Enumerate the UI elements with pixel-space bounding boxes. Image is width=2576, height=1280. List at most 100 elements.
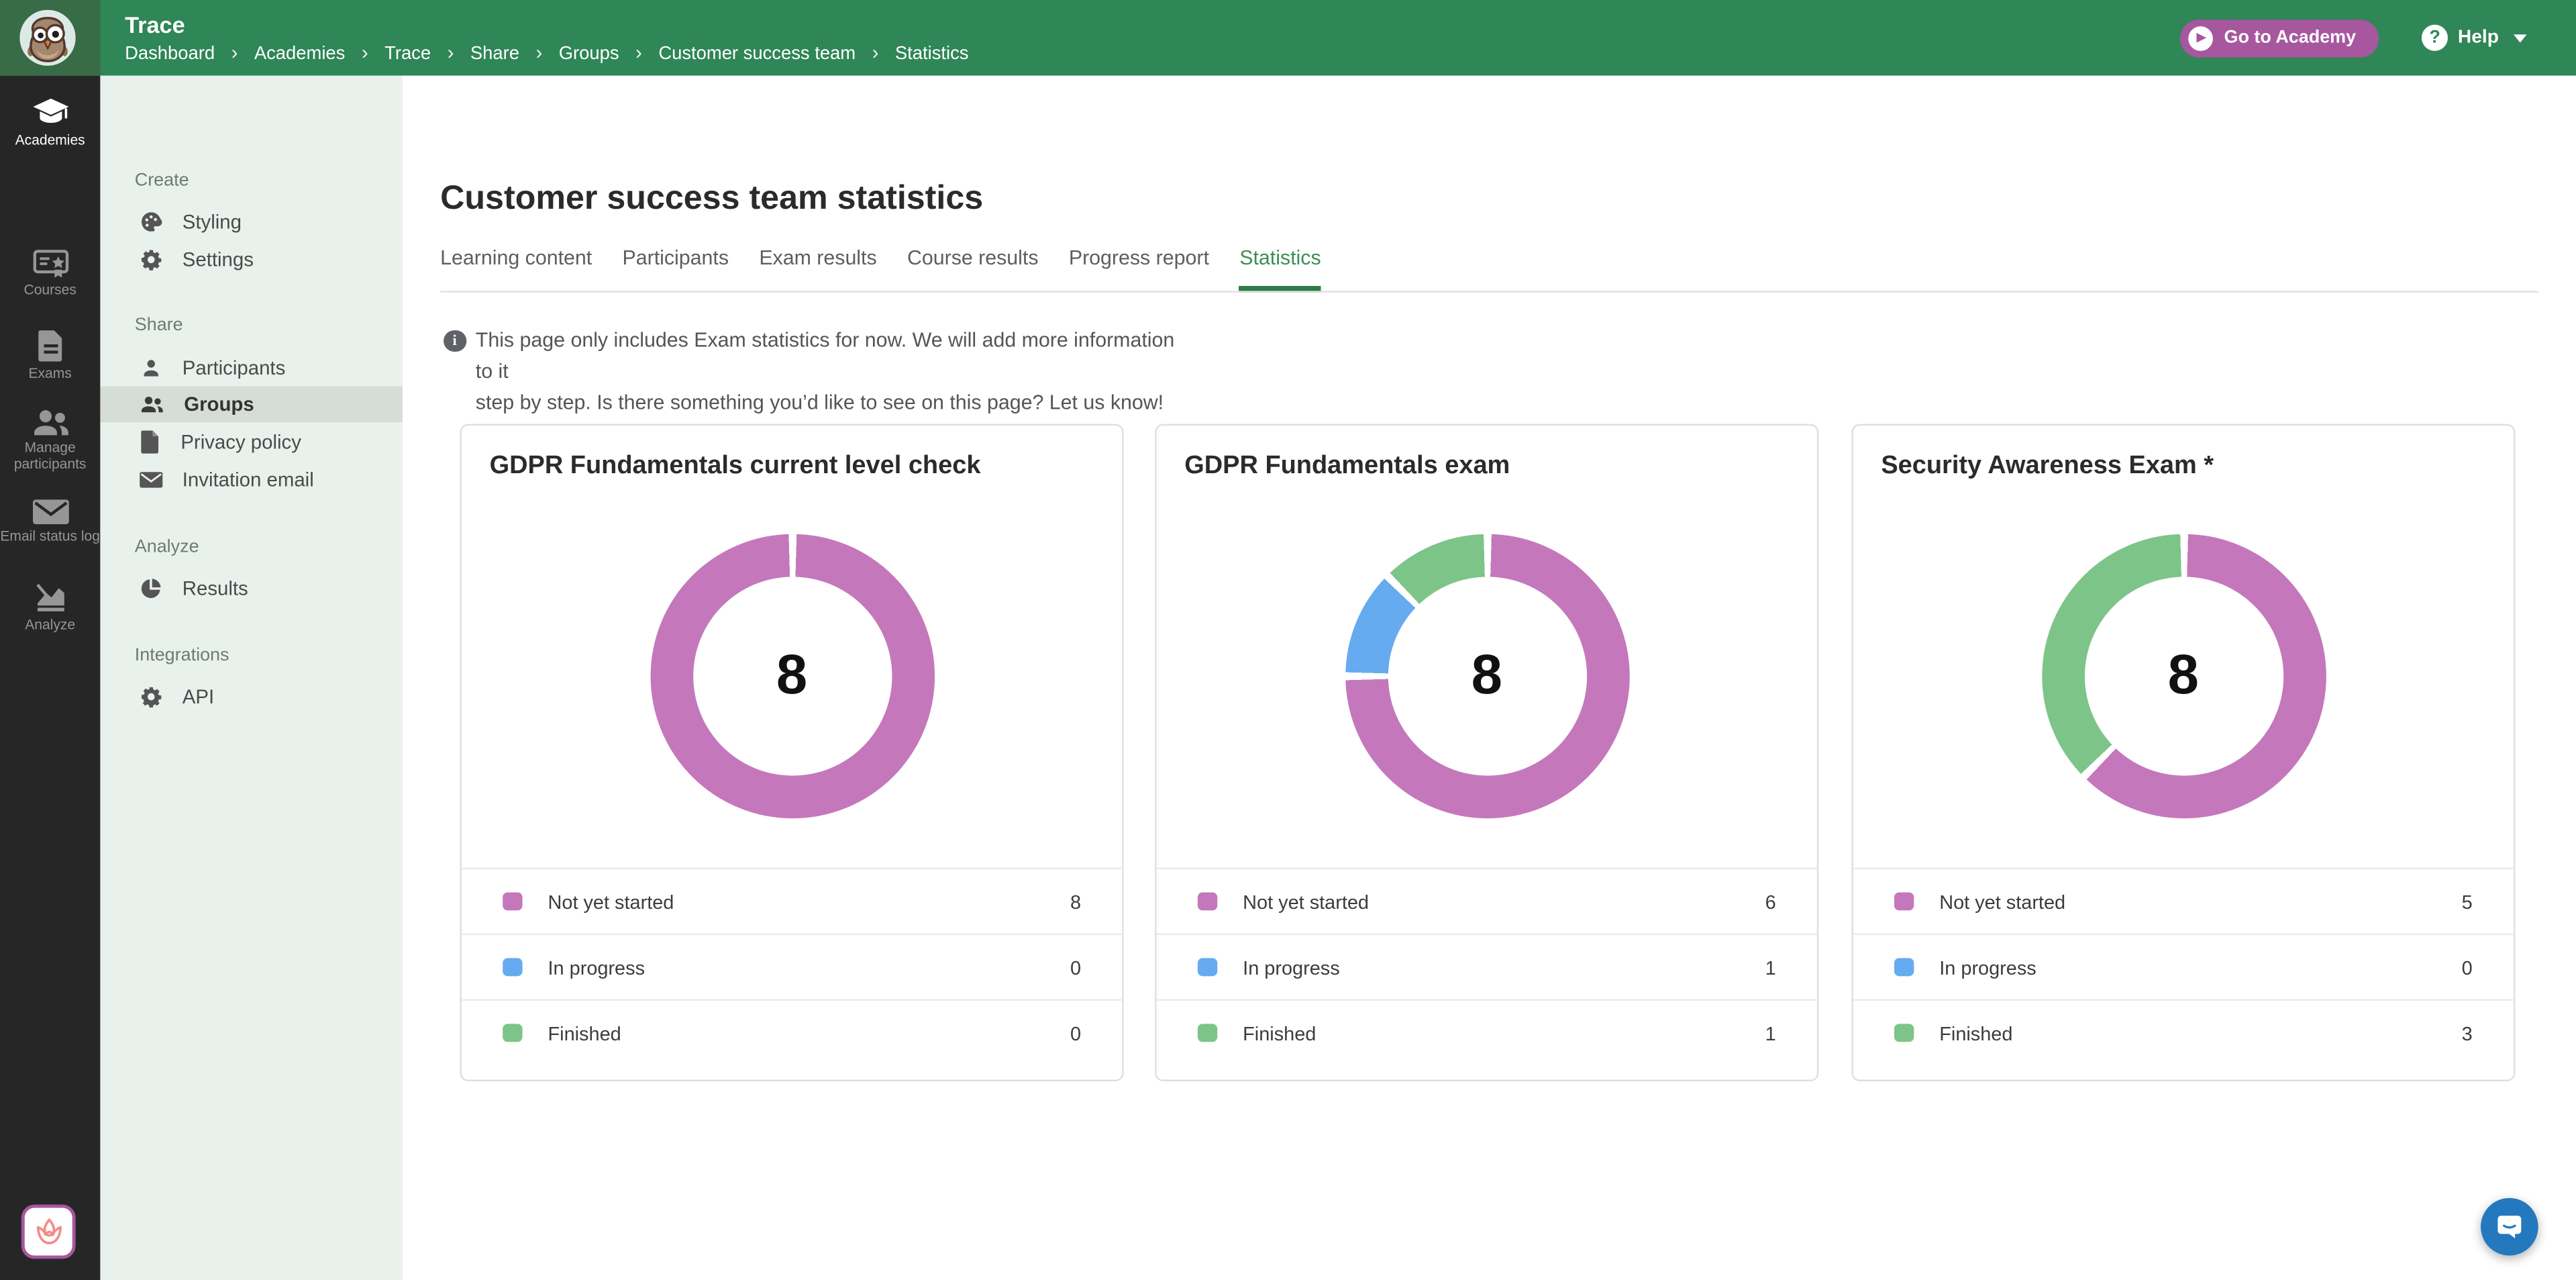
legend-swatch — [1894, 891, 1914, 911]
card-title: GDPR Fundamentals current level check — [489, 452, 981, 480]
breadcrumb-item[interactable]: Share — [470, 44, 519, 64]
rail-item-email-status-log[interactable]: Email status log — [0, 499, 100, 544]
donut-chart: 8 — [2041, 534, 2326, 819]
rail-item-manage-participants[interactable]: Manage participants — [0, 409, 100, 472]
rail-item-exams[interactable]: Exams — [0, 330, 100, 381]
secondary-sidebar: Create Styling Settings Share Participan… — [100, 75, 403, 1280]
go-to-academy-button[interactable]: Go to Academy — [2179, 19, 2379, 57]
info-text: This page only includes Exam statistics … — [475, 328, 1175, 414]
sidebar-section-analyze: Analyze — [134, 537, 199, 557]
donut-center: 8 — [1387, 577, 1586, 776]
main-content: Customer success team statistics Learnin… — [402, 75, 2576, 1280]
legend-row: Not yet started 5 — [1853, 867, 2514, 934]
breadcrumb: Dashboard › Academies › Trace › Share › … — [125, 41, 969, 66]
gear-icon — [141, 250, 162, 270]
tab-bar: Learning content Participants Exam resul… — [440, 246, 1351, 292]
breadcrumb-item[interactable]: Statistics — [894, 44, 969, 64]
breadcrumb-separator: › — [447, 41, 454, 64]
help-menu[interactable]: ? Help — [2422, 24, 2527, 51]
legend: Not yet started 8 In progress 0 Finished… — [461, 867, 1123, 1065]
sidebar-item-api[interactable]: API — [100, 679, 402, 715]
sidebar-item-results[interactable]: Results — [100, 571, 402, 607]
sidebar-item-invitation-email[interactable]: Invitation email — [100, 462, 402, 498]
breadcrumb-item[interactable]: Groups — [558, 44, 619, 64]
people-icon — [141, 396, 163, 413]
donut-chart: 8 — [650, 534, 934, 819]
breadcrumb-item[interactable]: Dashboard — [125, 44, 215, 64]
owl-logo-icon — [19, 9, 76, 66]
person-icon — [144, 360, 158, 377]
sidebar-item-privacy-policy[interactable]: Privacy policy — [100, 424, 402, 460]
breadcrumb-item[interactable]: Academies — [254, 44, 346, 64]
certificate-icon — [32, 250, 68, 278]
pie-chart-icon — [141, 579, 161, 598]
people-icon — [33, 410, 68, 436]
donut-total: 8 — [776, 644, 808, 707]
rail-item-courses[interactable]: Courses — [0, 250, 100, 297]
help-label: Help — [2457, 28, 2499, 48]
legend-swatch — [503, 891, 522, 911]
breadcrumb-item[interactable]: Trace — [384, 44, 431, 64]
stat-card: GDPR Fundamentals exam 8 Not yet started… — [1155, 424, 1819, 1082]
tab-course-results[interactable]: Course results — [907, 246, 1039, 270]
legend-row: Not yet started 6 — [1156, 867, 1817, 934]
sidebar-item-settings[interactable]: Settings — [100, 242, 402, 278]
donut-total: 8 — [1471, 644, 1502, 707]
envelope-icon — [32, 499, 68, 525]
card-title: GDPR Fundamentals exam — [1184, 452, 1510, 480]
card-title: Security Awareness Exam * — [1881, 452, 2214, 480]
legend-row: Finished 1 — [1156, 999, 1817, 1065]
page-title: Customer success team statistics — [440, 179, 984, 217]
top-header-bar: Trace Dashboard › Academies › Trace › Sh… — [0, 0, 2576, 76]
play-icon — [2187, 25, 2213, 50]
info-note: i This page only includes Exam statistic… — [444, 326, 1182, 420]
donut-wrap: 8 — [1853, 534, 2514, 819]
legend-swatch — [1197, 1023, 1217, 1042]
legend-row: Not yet started 8 — [461, 867, 1123, 934]
sidebar-item-groups[interactable]: Groups — [100, 386, 403, 423]
donut-wrap: 8 — [1157, 534, 1817, 819]
workspace-switcher-button[interactable] — [21, 1204, 76, 1259]
sidebar-item-participants[interactable]: Participants — [100, 350, 402, 386]
legend-swatch — [1894, 1023, 1914, 1042]
legend-swatch — [1197, 957, 1217, 977]
palette-icon — [141, 212, 162, 232]
legend-swatch — [503, 1023, 522, 1042]
rail-item-academies[interactable]: Academies — [0, 98, 100, 148]
legend-row: In progress 0 — [461, 933, 1123, 999]
legend: Not yet started 6 In progress 1 Finished… — [1156, 867, 1817, 1065]
legend-row: Finished 0 — [461, 999, 1123, 1065]
breadcrumb-separator: › — [535, 41, 543, 64]
document-icon — [141, 430, 159, 454]
donut-wrap: 8 — [462, 534, 1122, 819]
info-icon: i — [444, 329, 466, 352]
tab-progress-report[interactable]: Progress report — [1068, 246, 1209, 270]
graduation-cap-icon — [32, 98, 68, 124]
legend-swatch — [503, 957, 522, 977]
tab-exam-results[interactable]: Exam results — [759, 246, 877, 270]
breadcrumb-item[interactable]: Customer success team — [658, 44, 856, 64]
chart-icon — [36, 583, 64, 611]
academy-logo-avatar[interactable] — [19, 9, 76, 66]
brand-block: Trace Dashboard › Academies › Trace › Sh… — [125, 11, 968, 66]
legend-row: In progress 1 — [1156, 933, 1817, 999]
legend-swatch — [1894, 957, 1914, 977]
breadcrumb-separator: › — [361, 41, 368, 64]
legend-swatch — [1197, 891, 1217, 911]
tab-statistics[interactable]: Statistics — [1239, 246, 1321, 292]
lotus-icon — [36, 1218, 61, 1244]
header-actions: Go to Academy ? Help — [2179, 0, 2527, 76]
donut-center: 8 — [2083, 577, 2283, 776]
tabs-divider — [440, 290, 2538, 292]
sidebar-section-create: Create — [134, 170, 189, 191]
sidebar-item-styling[interactable]: Styling — [100, 204, 402, 240]
rail-item-analyze[interactable]: Analyze — [0, 582, 100, 633]
legend-row: Finished 3 — [1853, 999, 2514, 1065]
envelope-icon — [140, 472, 163, 488]
tab-participants[interactable]: Participants — [622, 246, 729, 270]
legend: Not yet started 5 In progress 0 Finished… — [1853, 867, 2514, 1065]
chat-bubble-icon — [2497, 1216, 2522, 1238]
chat-launcher-button[interactable] — [2480, 1197, 2538, 1256]
tab-learning-content[interactable]: Learning content — [440, 246, 593, 270]
